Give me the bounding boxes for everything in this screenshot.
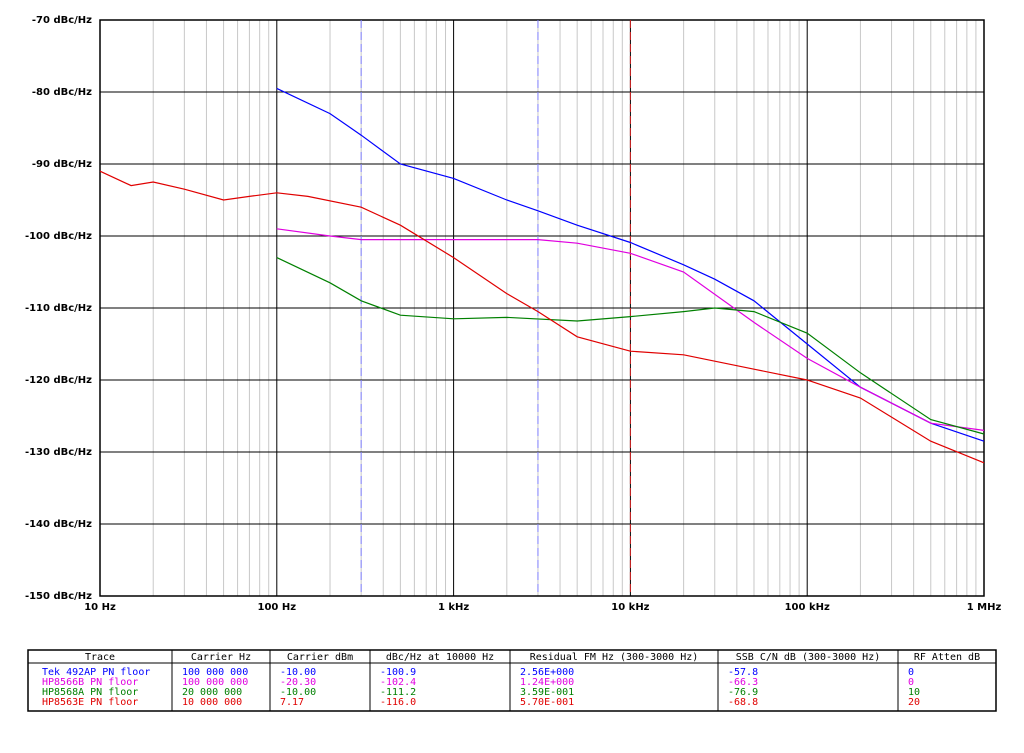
table-header: SSB C/N dB (300-3000 Hz) [736, 652, 881, 663]
x-tick-label: 100 kHz [785, 602, 830, 613]
x-tick-label: 1 MHz [967, 602, 1002, 613]
table-cell: 100 000 000 [182, 677, 248, 688]
table-cell: -111.2 [380, 687, 416, 698]
x-tick-label: 10 Hz [84, 602, 116, 613]
y-tick-label: -140 dBc/Hz [25, 519, 92, 530]
series-line [99, 170, 985, 464]
table-cell: 20 [908, 697, 920, 708]
table-cell: -10.00 [280, 667, 316, 678]
x-tick-label: 100 Hz [258, 602, 297, 613]
table-header: dBc/Hz at 10000 Hz [386, 652, 494, 663]
table-cell: 20 000 000 [182, 687, 242, 698]
table-cell: -68.8 [728, 697, 758, 708]
table-cell: 0 [908, 667, 914, 678]
table-cell: 100 000 000 [182, 667, 248, 678]
table-cell: -66.3 [728, 677, 758, 688]
table-cell: -57.8 [728, 667, 758, 678]
table-cell: -102.4 [380, 677, 416, 688]
y-tick-label: -80 dBc/Hz [32, 87, 92, 98]
table-cell: 3.59E-001 [520, 687, 574, 698]
table-cell: -10.00 [280, 687, 316, 698]
table-cell: HP8568A PN floor [42, 687, 138, 698]
table-header: Trace [85, 652, 115, 663]
x-tick-label: 10 kHz [611, 602, 649, 613]
table-cell: 7.17 [280, 697, 304, 708]
table-header: Residual FM Hz (300-3000 Hz) [530, 652, 699, 663]
y-tick-label: -90 dBc/Hz [32, 159, 92, 170]
y-tick-label: -120 dBc/Hz [25, 375, 92, 386]
series-line [276, 228, 985, 431]
table-cell: HP8563E PN floor [42, 697, 138, 708]
y-tick-label: -100 dBc/Hz [25, 231, 92, 242]
table-cell: HP8566B PN floor [42, 677, 138, 688]
x-tick-label: 1 kHz [438, 602, 469, 613]
y-tick-label: -130 dBc/Hz [25, 447, 92, 458]
table-cell: 10 [908, 687, 920, 698]
table-cell: -76.9 [728, 687, 758, 698]
table-header: RF Atten dB [914, 652, 980, 663]
y-tick-label: -70 dBc/Hz [32, 15, 92, 26]
table-cell: -100.9 [380, 667, 416, 678]
table-header: Carrier dBm [287, 652, 353, 663]
table-cell: -20.30 [280, 677, 316, 688]
table-header: Carrier Hz [191, 652, 251, 663]
table-cell: 2.56E+000 [520, 667, 574, 678]
table-cell: Tek 492AP PN floor [42, 667, 150, 678]
table-cell: 1.24E+000 [520, 677, 574, 688]
y-tick-label: -110 dBc/Hz [25, 303, 92, 314]
table-frame [27, 649, 997, 712]
series-line [276, 87, 985, 442]
table-cell: -116.0 [380, 697, 416, 708]
y-tick-label: -150 dBc/Hz [25, 591, 92, 602]
plot-frame [99, 19, 985, 597]
table-cell: 5.70E-001 [520, 697, 574, 708]
table-cell: 0 [908, 677, 914, 688]
series-line [276, 257, 985, 435]
table-cell: 10 000 000 [182, 697, 242, 708]
